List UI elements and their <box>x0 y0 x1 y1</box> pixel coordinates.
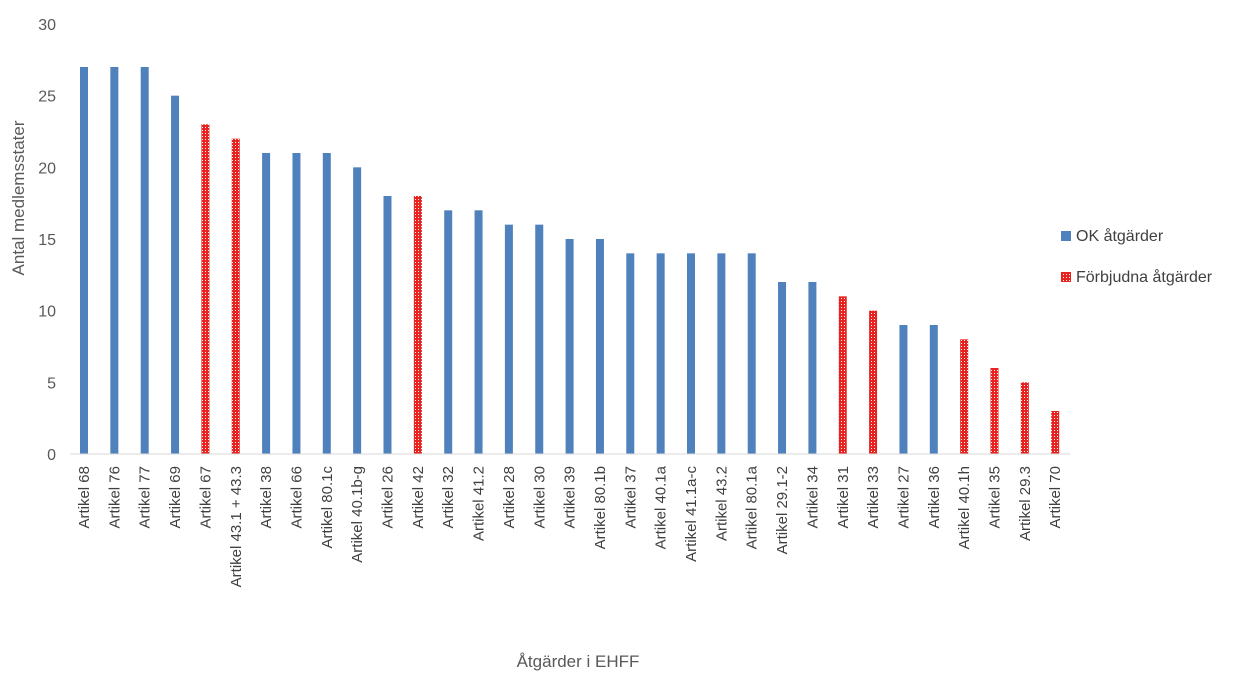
bar <box>747 253 756 454</box>
y-tick-label: 5 <box>47 375 56 392</box>
bar <box>201 124 210 454</box>
bar <box>960 339 969 454</box>
legend-label-ok: OK åtgärder <box>1076 227 1164 245</box>
x-tick-label: Artikel 35 <box>987 466 1004 529</box>
x-axis-tick-labels: Artikel 68 Artikel 76 Artikel 77 Artikel 69… <box>76 465 1064 587</box>
y-tick-label: 30 <box>38 17 56 34</box>
x-tick-label: Artikel 41.1a-c <box>683 466 700 562</box>
bar <box>444 210 453 454</box>
x-tick-label: Artikel 40.1h <box>956 466 973 549</box>
x-tick-label: Artikel 66 <box>288 466 305 529</box>
x-tick-label: Artikel 43.1 + 43.3 <box>228 466 245 587</box>
legend-swatch-forbjudna <box>1061 272 1071 282</box>
bar <box>171 95 180 455</box>
y-axis-ticks: 0 5 10 15 20 25 30 <box>38 17 56 464</box>
x-tick-label: Artikel 70 <box>1047 466 1064 529</box>
bar <box>80 67 88 454</box>
bar <box>687 253 695 454</box>
x-tick-label: Artikel 28 <box>501 466 518 529</box>
bar <box>140 67 149 454</box>
bar <box>626 253 635 454</box>
legend-label-forbjudna: Förbjudna åtgärder <box>1076 268 1213 286</box>
x-tick-label: Artikel 29.3 <box>1017 466 1034 541</box>
bar <box>262 153 271 454</box>
bar <box>1051 411 1060 454</box>
x-tick-label: Artikel 29.1-2 <box>774 466 791 554</box>
bar <box>504 224 513 454</box>
bar <box>808 282 817 454</box>
y-tick-label: 25 <box>38 89 56 106</box>
x-tick-label: Artikel 80.1a <box>744 465 761 549</box>
y-axis-title: Antal medlemsstater <box>9 120 28 275</box>
bar <box>565 239 574 454</box>
x-tick-label: Artikel 34 <box>804 466 821 529</box>
bar <box>656 253 665 454</box>
bar <box>110 67 119 454</box>
x-tick-label: Artikel 31 <box>835 466 852 529</box>
bar <box>474 210 483 454</box>
bar <box>778 282 787 454</box>
x-tick-label: Artikel 68 <box>76 466 93 529</box>
bar <box>717 253 726 454</box>
x-axis-title: Åtgärder i EHFF <box>517 652 640 671</box>
x-tick-label: Artikel 80.1c <box>319 466 336 549</box>
x-tick-label: Artikel 26 <box>380 466 397 529</box>
x-tick-label: Artikel 67 <box>197 466 214 529</box>
x-tick-label: Artikel 38 <box>258 466 275 529</box>
x-tick-label: Artikel 41.2 <box>471 466 488 541</box>
bar <box>322 153 331 454</box>
x-tick-label: Artikel 33 <box>865 466 882 529</box>
bar <box>292 153 301 454</box>
bar <box>869 310 878 454</box>
bar <box>1020 382 1029 454</box>
y-tick-label: 15 <box>38 232 56 249</box>
bar <box>929 325 938 454</box>
bar <box>353 167 362 455</box>
y-tick-label: 0 <box>47 447 56 464</box>
legend-swatch-ok <box>1061 231 1071 241</box>
bar <box>383 196 392 454</box>
x-tick-label: Artikel 27 <box>895 466 912 529</box>
bar <box>899 325 908 454</box>
bar <box>231 138 240 454</box>
x-tick-label: Artikel 37 <box>622 466 639 529</box>
x-tick-label: Artikel 30 <box>531 466 548 529</box>
bar <box>990 368 999 454</box>
x-tick-label: Artikel 42 <box>410 466 427 529</box>
x-tick-label: Artikel 39 <box>562 466 579 529</box>
x-tick-label: Artikel 69 <box>167 466 184 529</box>
bar <box>595 239 604 454</box>
x-tick-label: Artikel 80.1b <box>592 466 609 549</box>
y-tick-label: 10 <box>38 304 56 321</box>
legend: OK åtgärder Förbjudna åtgärder <box>1061 227 1213 286</box>
bars <box>80 67 1060 455</box>
x-tick-label: Artikel 77 <box>137 466 154 529</box>
y-tick-label: 20 <box>38 160 56 177</box>
x-tick-label: Artikel 40.1b-g <box>349 466 366 563</box>
x-tick-label: Artikel 36 <box>926 466 943 529</box>
x-tick-label: Artikel 43.2 <box>713 466 730 541</box>
bar <box>535 224 544 454</box>
x-tick-label: Artikel 32 <box>440 466 457 529</box>
bar <box>413 196 422 454</box>
bar <box>838 296 847 454</box>
x-tick-label: Artikel 76 <box>106 466 123 529</box>
x-tick-label: Artikel 40.1a <box>653 465 670 549</box>
